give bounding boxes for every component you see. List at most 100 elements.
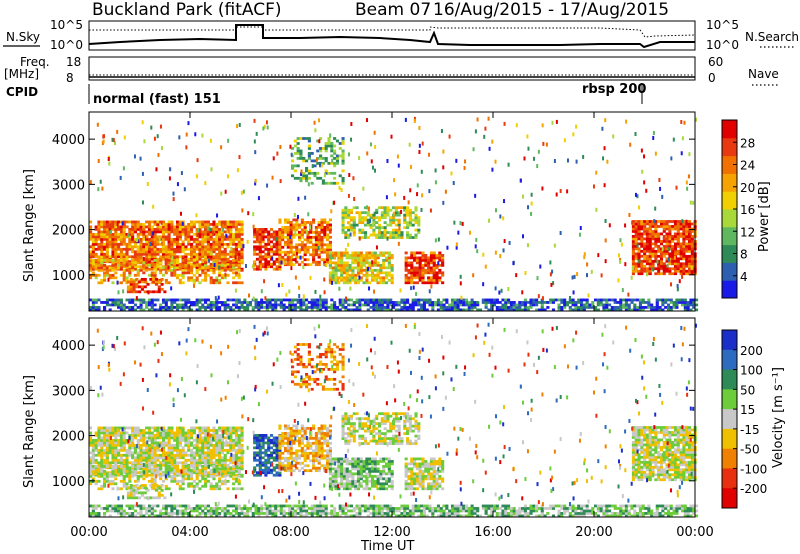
power-cell xyxy=(654,252,658,256)
power-cell xyxy=(380,206,384,210)
power-cell xyxy=(237,232,241,236)
power-cell xyxy=(490,298,494,302)
power-cell xyxy=(408,303,412,307)
power-cell xyxy=(170,220,174,224)
power-cell xyxy=(305,179,309,183)
power-cell xyxy=(153,220,157,224)
power-cell xyxy=(150,301,154,304)
power-cell xyxy=(187,301,191,304)
power-cell xyxy=(139,303,143,307)
power-cell xyxy=(212,261,216,265)
power-cell xyxy=(190,242,194,246)
power-cell xyxy=(139,250,143,254)
power-cell xyxy=(302,137,306,140)
power-cell xyxy=(522,194,525,199)
power-cell xyxy=(160,282,164,286)
velocity-cell xyxy=(119,448,123,452)
power-cell xyxy=(300,255,304,259)
power-cell xyxy=(354,273,358,277)
velocity-cell xyxy=(133,456,137,460)
power-cell xyxy=(668,267,672,271)
power-cell xyxy=(97,263,101,267)
velocity-cell xyxy=(187,471,191,475)
power-cell xyxy=(690,242,694,246)
power-cell xyxy=(195,276,199,280)
power-cell xyxy=(218,255,222,259)
power-cell xyxy=(136,306,140,309)
power-cell xyxy=(218,237,222,241)
power-cell xyxy=(114,260,118,264)
power-cell xyxy=(418,266,422,270)
power-cell xyxy=(122,228,126,231)
power-cell xyxy=(289,223,293,227)
power-cell xyxy=(603,146,606,151)
power-cell xyxy=(154,282,159,286)
power-cell xyxy=(429,251,433,255)
power-cell xyxy=(459,298,463,302)
velocity-cell xyxy=(159,443,163,447)
power-cell xyxy=(192,245,196,249)
power-cell xyxy=(314,233,318,237)
power-cell xyxy=(359,254,363,257)
velocity-cell xyxy=(198,429,202,432)
power-cell xyxy=(408,233,412,237)
power-cell xyxy=(662,262,666,266)
power-cell xyxy=(407,276,411,280)
power-cell xyxy=(319,154,323,158)
power-cell xyxy=(167,258,171,262)
power-cell xyxy=(359,256,363,260)
power-cell xyxy=(643,242,647,246)
power-cell xyxy=(413,258,417,262)
velocity-cell xyxy=(187,453,191,457)
power-cell xyxy=(680,301,685,304)
velocity-cell xyxy=(156,471,160,475)
power-cell xyxy=(119,252,123,256)
power-cell xyxy=(631,259,635,263)
power-colorbar-label: Power [dB] xyxy=(757,181,772,252)
power-cell xyxy=(390,134,393,139)
power-cell xyxy=(686,308,690,312)
power-cell xyxy=(337,258,341,262)
power-cell xyxy=(651,225,655,228)
power-cell xyxy=(610,308,614,312)
power-cell xyxy=(330,306,334,309)
velocity-cell xyxy=(97,426,101,430)
power-cell xyxy=(161,242,166,246)
power-cell xyxy=(131,250,135,254)
freq-label: Freq. xyxy=(20,55,50,69)
power-cell xyxy=(184,230,188,234)
power-cell xyxy=(685,249,689,253)
power-cell xyxy=(431,301,435,304)
power-cell xyxy=(108,308,112,312)
power-cell xyxy=(404,276,408,280)
velocity-cell xyxy=(223,448,227,452)
colorbar-swatch xyxy=(722,120,737,139)
power-cell xyxy=(432,258,436,262)
power-cell xyxy=(117,306,121,309)
power-cell xyxy=(307,182,310,187)
power-cell xyxy=(679,232,683,236)
power-cell xyxy=(275,237,278,242)
velocity-cell xyxy=(119,468,123,472)
power-cell xyxy=(643,244,647,248)
power-cell xyxy=(645,269,650,273)
power-cell xyxy=(281,233,285,237)
power-cell xyxy=(669,308,673,312)
power-cell xyxy=(237,257,241,261)
power-cell xyxy=(226,220,230,224)
power-cell xyxy=(604,118,607,123)
power-cell xyxy=(305,176,309,180)
colorbar-swatch xyxy=(722,262,737,281)
power-cell xyxy=(296,164,300,168)
power-cell xyxy=(187,223,191,226)
velocity-cells xyxy=(89,322,699,518)
power-cell xyxy=(344,208,348,212)
power-cell xyxy=(333,181,337,185)
power-cell xyxy=(411,306,415,309)
power-cell xyxy=(187,228,191,231)
power-cell xyxy=(457,230,460,235)
power-cell xyxy=(673,235,678,238)
power-cell xyxy=(394,228,398,232)
velocity-cell xyxy=(150,456,154,460)
power-cell xyxy=(173,301,177,304)
